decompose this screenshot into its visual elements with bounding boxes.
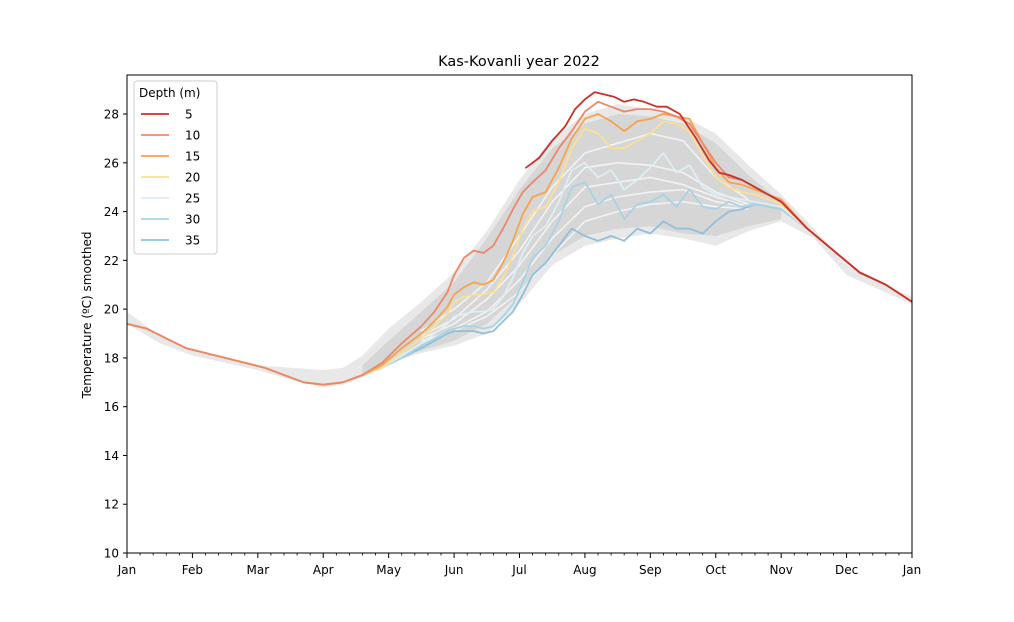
x-tick-label-8: Sep [639,563,662,577]
y-tick-label-20: 20 [104,303,119,317]
plot-area [127,91,912,388]
y-tick-label-16: 16 [104,400,119,414]
y-tick-label-26: 26 [104,156,119,170]
legend-title: Depth (m) [139,86,200,100]
chart-title: Kas-Kovanli year 2022 [438,54,600,70]
legend-label-depth-20: 20 [185,171,200,185]
x-tick-label-3: Apr [313,563,334,577]
axes: 10 12 14 16 18 20 22 24 26 28 Jan Feb Mar Apr May Jun Ju… [104,74,922,577]
climatology-inner-band [362,114,782,378]
x-tick-label-0: Jan [117,563,137,577]
climatology-year-line-1 [420,132,749,332]
x-tick-label-5: Jun [444,563,464,577]
climatology-year-line-2 [421,162,749,337]
climatology-year-line-3 [421,176,749,340]
legend: Depth (m) 5 10 15 20 25 30 35 [133,80,218,255]
legend-label-depth-30: 30 [185,213,200,227]
legend-label-depth-35: 35 [185,234,200,248]
y-tick-label-24: 24 [104,205,119,219]
x-tick-label-12: Jan [902,563,922,577]
y-tick-label-12: 12 [104,498,119,512]
x-tick-label-4: May [376,563,401,577]
legend-box [133,80,218,255]
legend-label-depth-15: 15 [185,150,200,164]
legend-label-depth-5: 5 [185,108,193,122]
climatology-year-line-4 [421,188,749,345]
x-tick-label-2: Mar [247,563,270,577]
y-tick-label-22: 22 [104,254,119,268]
plot-content [127,91,912,388]
x-tick-label-7: Aug [573,563,596,577]
y-tick-label-14: 14 [104,449,119,463]
y-tick-label-28: 28 [104,108,119,122]
legend-label-depth-25: 25 [185,192,200,206]
x-tick-label-1: Feb [182,563,203,577]
legend-label-depth-10: 10 [185,129,200,143]
climatology-year-line-5 [421,201,749,342]
y-axis-label: Temperature (ºC) smoothed [80,232,94,400]
x-tick-label-11: Dec [835,563,858,577]
series-line-depth-5 [525,91,912,303]
y-tick-label-10: 10 [104,547,119,561]
x-tick-label-6: Jul [511,563,526,577]
y-tick-label-18: 18 [104,351,119,365]
x-tick-label-9: Oct [705,563,726,577]
x-tick-label-10: Nov [769,563,792,577]
